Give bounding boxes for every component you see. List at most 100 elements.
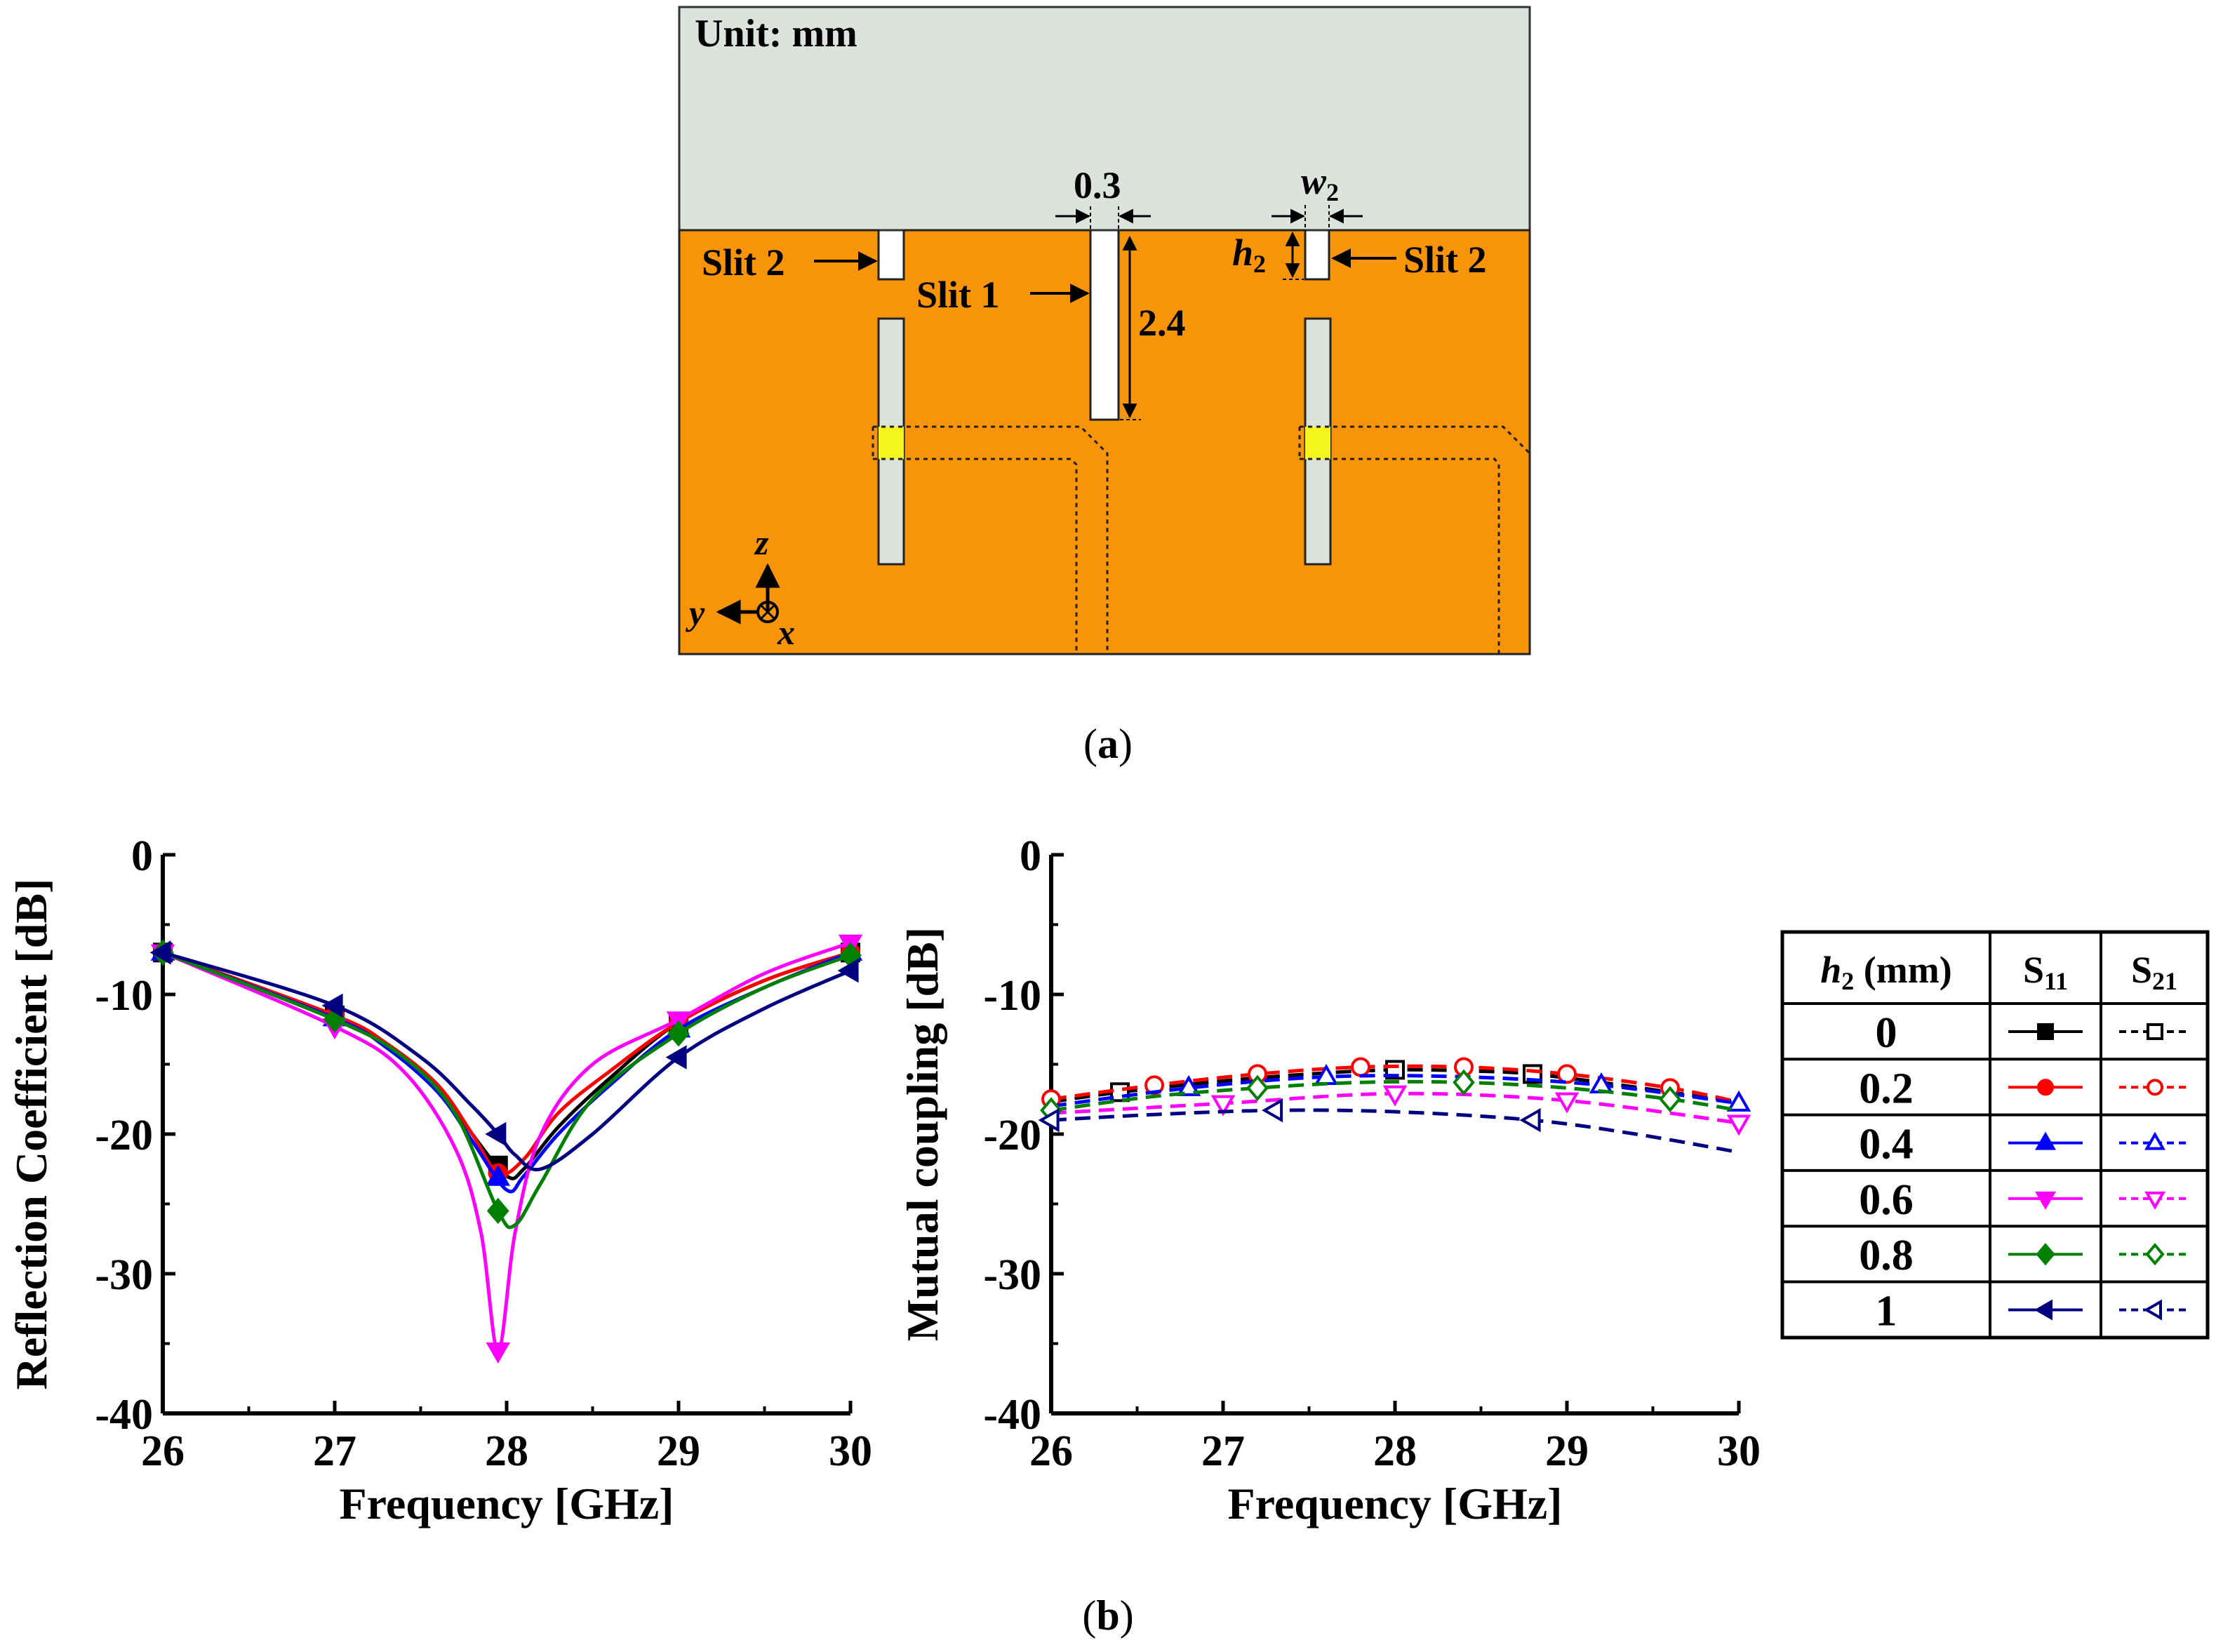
y-tick-label: -30 — [95, 1251, 153, 1299]
y-tick-label: -40 — [983, 1391, 1041, 1439]
caption-a: (a) — [1083, 721, 1133, 767]
legend-s21-marker — [2143, 1299, 2162, 1321]
left-feed-port — [879, 427, 904, 459]
x-tick-label: 28 — [1373, 1427, 1417, 1475]
data-point — [1038, 1107, 1060, 1133]
series-0_6 — [1050, 1085, 1751, 1136]
data-point — [486, 1164, 511, 1186]
x-tick-label: 29 — [1545, 1427, 1589, 1475]
legend-s11-marker — [2036, 1243, 2055, 1266]
data-point — [665, 1045, 687, 1070]
series-line — [1050, 1064, 1740, 1104]
legend-s11-marker — [2035, 1191, 2056, 1210]
data-point — [1210, 1095, 1236, 1117]
y-tick-label: -20 — [983, 1112, 1041, 1159]
y-axis-label: Reflection Coefficient [dB] — [6, 879, 56, 1390]
substrate-board — [678, 229, 1531, 655]
legend-table: h2 (mm) S11 S21 0 0.2 0.4 0.6 0.8 1 — [1780, 930, 2210, 1340]
series-0_6 — [150, 934, 863, 1364]
data-point — [486, 1197, 509, 1225]
coordinate-axes: z y x — [686, 523, 795, 652]
legend-header-s11: S11 — [2023, 949, 2068, 995]
series-line — [1050, 1108, 1740, 1154]
data-point — [1557, 1064, 1577, 1084]
x-tick-label: 27 — [1201, 1427, 1245, 1475]
legend-row-label: 0.2 — [1859, 1065, 1914, 1112]
data-point — [1519, 1107, 1541, 1133]
data-point — [321, 993, 343, 1018]
y-tick-label: -20 — [95, 1112, 153, 1159]
series-line — [1050, 1074, 1740, 1108]
legend-row-label: 0.6 — [1859, 1176, 1914, 1224]
data-point — [1453, 1069, 1475, 1096]
data-point — [1726, 1114, 1751, 1136]
series-0_2 — [1041, 1057, 1740, 1110]
axis-z-label: z — [754, 523, 769, 562]
series-line — [162, 950, 851, 1230]
y-tick-label: 0 — [131, 832, 153, 880]
legend-s21-marker — [2147, 1023, 2163, 1040]
legend-row-label: 0.8 — [1859, 1232, 1914, 1279]
x-tick-label: 26 — [141, 1427, 185, 1475]
y-tick-label: -10 — [983, 972, 1041, 1020]
slit1-label: Slit 1 — [916, 274, 1000, 316]
data-point — [149, 940, 171, 965]
antenna-diagram: Unit: mm Slit 2 Slit 1 Slit 2 0.3 2.4 w2… — [678, 6, 1531, 655]
data-point — [1351, 1057, 1370, 1077]
legend-s11-marker — [2034, 1299, 2053, 1321]
y-axis-label: Mutual coupling [dB] — [897, 927, 947, 1341]
legend-s21-marker — [2147, 1079, 2163, 1096]
x-tick-label: 28 — [485, 1427, 528, 1475]
feed-lines — [872, 425, 1531, 654]
y-tick-label: -10 — [95, 972, 153, 1020]
data-point — [837, 958, 859, 983]
w2-label: w2 — [1301, 160, 1339, 206]
legend-s21-marker — [2145, 1243, 2165, 1266]
y-tick-label: -40 — [95, 1391, 153, 1439]
x-tick-label: 30 — [1717, 1427, 1761, 1475]
x-tick-label: 26 — [1029, 1427, 1073, 1475]
y-tick-label: 0 — [1020, 832, 1041, 880]
data-point — [485, 1121, 507, 1147]
slit1-width-value: 0.3 — [1074, 164, 1121, 206]
caption-b: (b) — [1082, 1592, 1133, 1639]
series-line — [1050, 1067, 1740, 1104]
data-point — [486, 1342, 511, 1364]
legend-s21-marker — [2144, 1131, 2165, 1150]
data-point — [1726, 1090, 1751, 1112]
legend-row-label: 0 — [1876, 1009, 1897, 1057]
unit-label: Unit: mm — [695, 12, 857, 55]
x-tick-label: 30 — [829, 1427, 872, 1475]
series-1 — [149, 940, 859, 1172]
data-point — [1110, 1082, 1130, 1103]
data-point — [1262, 1098, 1283, 1123]
legend-s11-marker — [2035, 1131, 2056, 1150]
series-line — [162, 950, 851, 1176]
h2-label: h2 — [1232, 232, 1266, 278]
legend-s11-marker — [2037, 1023, 2054, 1040]
y-tick-label: -30 — [983, 1251, 1041, 1299]
data-point — [1554, 1092, 1580, 1114]
data-point — [1659, 1086, 1681, 1112]
legend-s21-marker — [2144, 1191, 2165, 1210]
x-axis-label: Frequency [GHz] — [1228, 1479, 1563, 1528]
ground-plane — [678, 6, 1531, 232]
data-point — [1176, 1074, 1201, 1096]
x-tick-label: 29 — [657, 1427, 700, 1475]
series-1 — [1038, 1098, 1740, 1154]
legend-row-label: 0.4 — [1859, 1121, 1914, 1168]
slit2-left-label: Slit 2 — [702, 241, 785, 284]
legend-s11-marker — [2037, 1079, 2054, 1096]
data-point — [667, 1020, 690, 1047]
axis-y-label: y — [686, 593, 705, 632]
slit1-length-value: 2.4 — [1138, 302, 1186, 344]
slit2-right-label: Slit 2 — [1403, 239, 1487, 281]
data-point — [1246, 1074, 1269, 1102]
x-tick-label: 27 — [313, 1427, 356, 1475]
legend-header-param: h2 (mm) — [1820, 949, 1951, 995]
series-line — [162, 950, 852, 1172]
legend-row-label: 1 — [1876, 1288, 1897, 1335]
